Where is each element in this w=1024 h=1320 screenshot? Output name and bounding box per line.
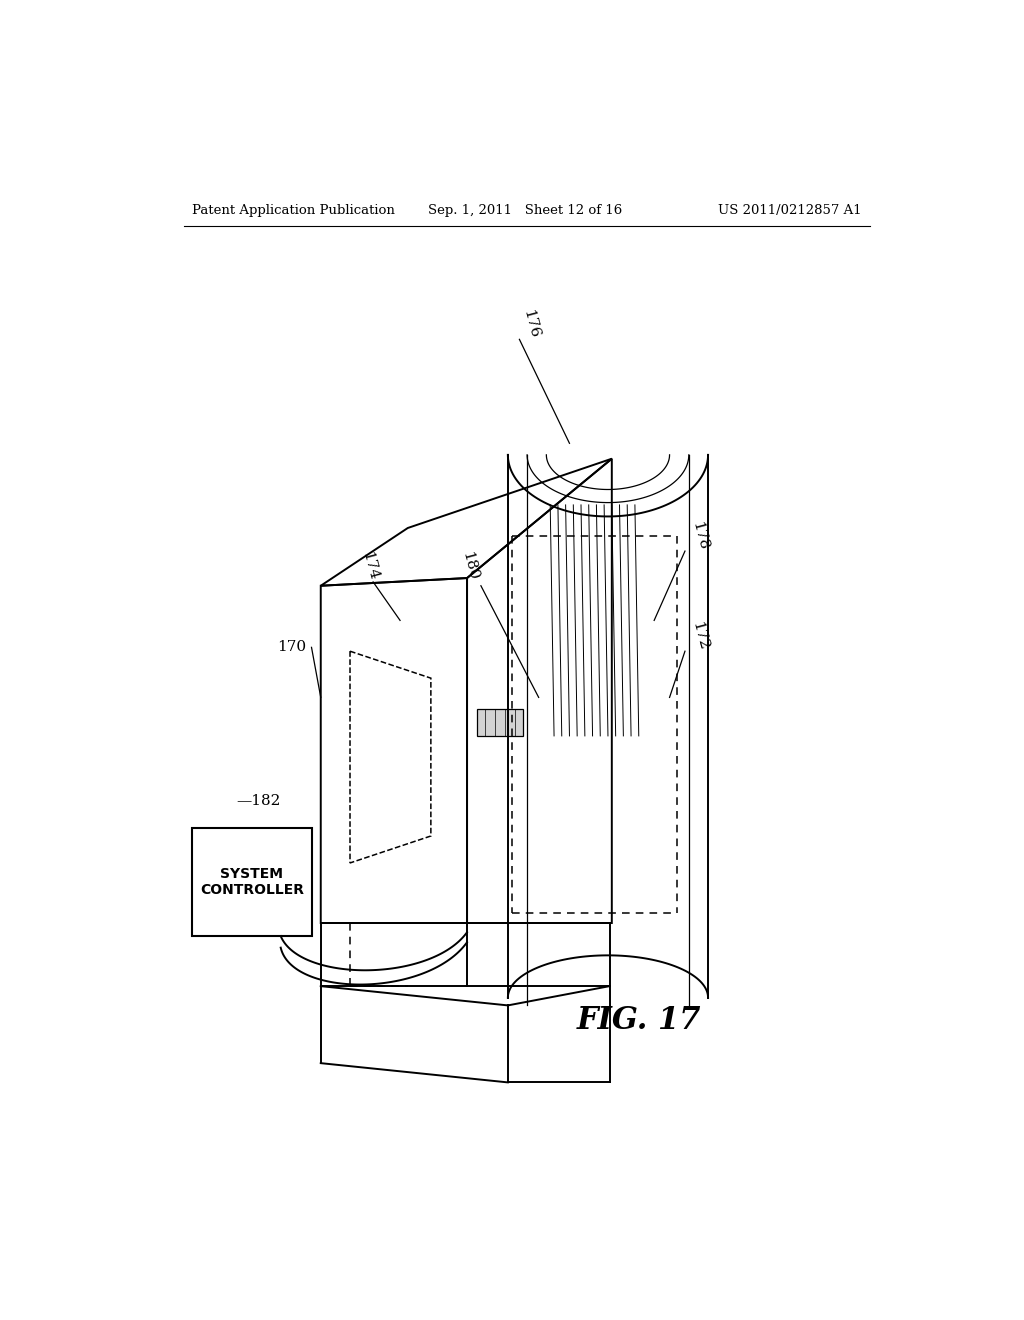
Text: 178: 178 bbox=[689, 520, 710, 552]
Text: Sep. 1, 2011   Sheet 12 of 16: Sep. 1, 2011 Sheet 12 of 16 bbox=[428, 205, 622, 218]
Text: US 2011/0212857 A1: US 2011/0212857 A1 bbox=[719, 205, 862, 218]
Polygon shape bbox=[477, 709, 523, 737]
Text: 174: 174 bbox=[358, 550, 380, 582]
Text: Patent Application Publication: Patent Application Publication bbox=[193, 205, 395, 218]
Text: SYSTEM
CONTROLLER: SYSTEM CONTROLLER bbox=[200, 867, 304, 898]
Text: 172: 172 bbox=[689, 620, 710, 652]
Text: 180: 180 bbox=[459, 550, 480, 582]
Text: 170: 170 bbox=[278, 640, 306, 655]
Text: —182: —182 bbox=[237, 795, 281, 808]
Text: FIG. 17: FIG. 17 bbox=[577, 1006, 701, 1036]
Text: 176: 176 bbox=[520, 308, 542, 339]
